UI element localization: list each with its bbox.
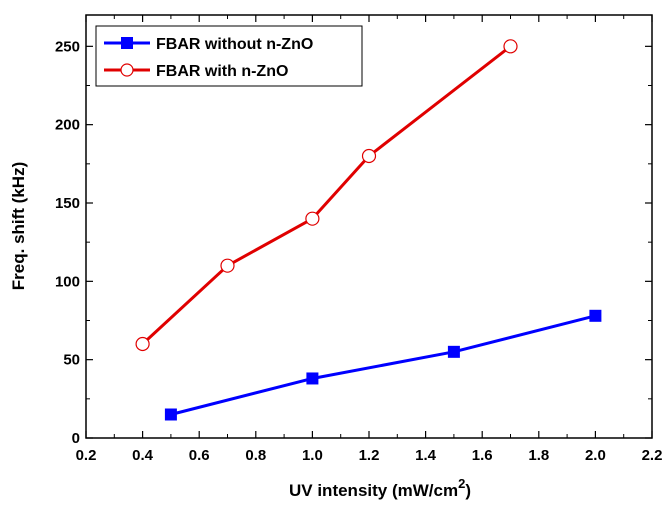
x-tick-label-5: 1.2: [359, 447, 380, 464]
series-1-point-0: [164, 408, 177, 421]
legend-marker-series-1: [121, 37, 133, 49]
legend-box: [95, 25, 363, 87]
series-1-point-1: [306, 372, 319, 385]
x-tick-label-10: 2.2: [642, 447, 663, 464]
x-axis-title-suffix: ): [465, 481, 471, 500]
x-tick-label-2: 0.6: [189, 447, 210, 464]
tick-labels: 0.2 0.4 0.6 0.8 1.0 1.2 1.4 1.6 1.8 2.0 2.2 0 50 100 1…: [55, 38, 662, 464]
legend-label-series-1: FBAR without n-ZnO: [156, 36, 313, 53]
x-tick-label-4: 1.0: [302, 447, 323, 464]
x-axis-title: UV intensity (mW/cm2): [289, 476, 471, 500]
series-2-line: [141, 45, 512, 346]
series-1-point-2: [447, 345, 460, 358]
x-axis-title-superscript: 2: [458, 476, 465, 491]
y-tick-label-3: 150: [55, 195, 80, 212]
y-tick-label-5: 250: [55, 38, 80, 55]
x-tick-label-7: 1.6: [472, 447, 493, 464]
y-tick-label-4: 200: [55, 117, 80, 134]
x-tick-label-1: 0.4: [132, 447, 154, 464]
x-tick-label-8: 1.8: [528, 447, 549, 464]
legend: FBAR without n-ZnO FBAR with n-ZnO: [95, 25, 363, 87]
x-tick-label-3: 0.8: [245, 447, 266, 464]
series-2-point-1: [220, 258, 235, 273]
series-2-point-4: [503, 39, 518, 54]
x-axis-title-main: UV intensity (mW/cm: [289, 481, 458, 500]
x-tick-label-0: 0.2: [76, 447, 97, 464]
series-2-point-2: [305, 211, 320, 226]
legend-label-series-2: FBAR with n-ZnO: [156, 63, 288, 80]
series-1-line: [170, 314, 596, 416]
y-tick-label-0: 0: [72, 430, 80, 447]
series-1-point-3: [589, 309, 602, 322]
legend-marker-series-2: [120, 63, 134, 77]
y-axis-title: Freq. shift (kHz): [9, 162, 28, 290]
x-tick-label-6: 1.4: [415, 447, 437, 464]
x-tick-label-9: 2.0: [585, 447, 606, 464]
series-2-point-0: [135, 336, 150, 352]
axis-ticks: [85, 15, 653, 439]
series-layer: [135, 39, 602, 421]
y-tick-label-1: 50: [63, 352, 80, 369]
y-tick-label-2: 100: [55, 273, 80, 290]
series-2-point-3: [361, 148, 377, 164]
